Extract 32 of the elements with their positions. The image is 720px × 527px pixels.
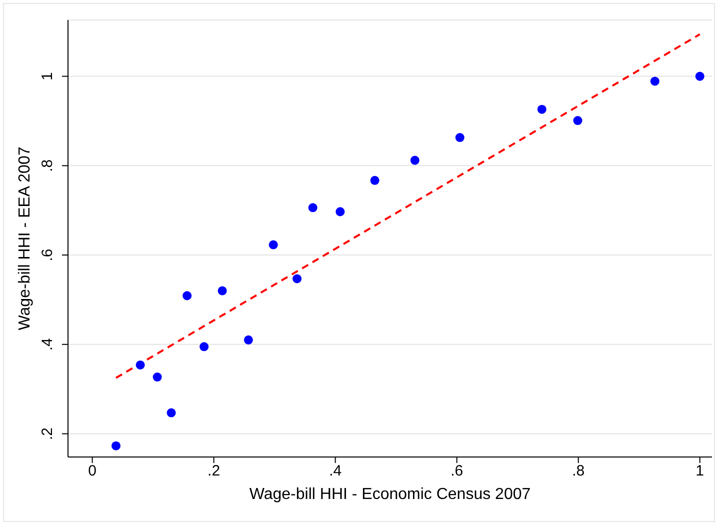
point — [268, 240, 278, 250]
point — [370, 176, 380, 185]
x-tick-label: .4 — [329, 462, 342, 480]
y-tick-label: .2 — [39, 428, 56, 440]
point — [152, 372, 162, 382]
x-tick-label: 1 — [696, 462, 704, 480]
y-tick-label: .4 — [39, 338, 56, 351]
point — [111, 441, 121, 450]
x-tick-label: .2 — [208, 462, 220, 480]
point — [166, 408, 176, 418]
point — [650, 76, 660, 86]
point — [218, 286, 227, 296]
point — [537, 104, 546, 114]
point — [182, 291, 192, 300]
point — [410, 156, 420, 165]
point — [573, 116, 582, 126]
x-tick-label: .8 — [572, 462, 585, 480]
point — [308, 203, 318, 212]
point — [200, 342, 209, 352]
y-axis-title: Wage-bill HHI - EEA 2007 — [16, 146, 34, 330]
y-tick-label: .8 — [39, 159, 56, 172]
point — [292, 274, 302, 284]
y-tick-label: .6 — [39, 248, 56, 262]
y-tick-label: 1 — [39, 72, 56, 80]
point — [244, 335, 253, 344]
point — [336, 207, 345, 216]
x-tick-label: 0 — [88, 462, 96, 480]
x-axis-title: Wage-bill HHI - Economic Census 2007 — [249, 486, 531, 503]
point — [695, 72, 704, 81]
point — [136, 360, 145, 370]
x-tick-label: .6 — [450, 462, 464, 480]
point — [455, 133, 464, 142]
